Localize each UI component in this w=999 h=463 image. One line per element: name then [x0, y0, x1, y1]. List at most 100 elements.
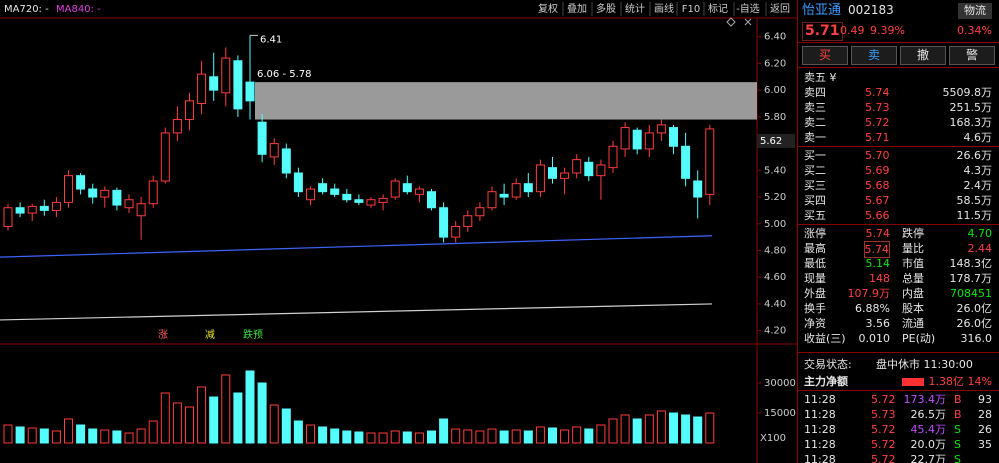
- volume-bar: [124, 432, 134, 444]
- candle-body: [414, 188, 424, 195]
- stat-value: 6.88%: [855, 302, 890, 315]
- stat-label: 总量: [902, 272, 924, 285]
- volume-bar: [511, 429, 521, 444]
- candle-body: [693, 180, 703, 198]
- candle-body: [64, 175, 73, 203]
- volume-bar: [644, 414, 654, 444]
- toolbar-button[interactable]: 多股: [596, 2, 616, 15]
- book-label: 卖五 ¥: [804, 71, 837, 84]
- indicator-label: MA720: -: [4, 4, 49, 15]
- book-volume: 5509.8万: [942, 86, 993, 99]
- book-label: 买三: [804, 179, 826, 192]
- trade-count: 93: [978, 393, 992, 406]
- volume-bar: [330, 428, 340, 444]
- stat-label: PE(动): [902, 332, 936, 345]
- stat-label: 现量: [804, 272, 826, 285]
- candle-body: [463, 215, 473, 227]
- ma-line: [0, 303, 713, 321]
- signal-label: 跌预: [243, 328, 263, 341]
- stat-value: 148: [869, 272, 890, 285]
- stat-value: 708451: [950, 287, 992, 300]
- high-label: 6.41: [260, 34, 282, 45]
- candle-body: [185, 100, 194, 121]
- separator: [798, 42, 999, 43]
- candle-body: [100, 189, 110, 198]
- net-pct: 14%: [967, 375, 992, 388]
- trade-side: S: [954, 438, 961, 451]
- candle-body: [402, 183, 412, 193]
- candle-body: [656, 124, 666, 134]
- volume-bar: [39, 428, 49, 444]
- book-price: 5.71: [865, 131, 890, 144]
- volume-bar: [366, 432, 376, 444]
- candle-body: [439, 207, 449, 238]
- toolbar-button[interactable]: 复权: [538, 2, 558, 15]
- candle-body: [342, 193, 352, 201]
- trade-time: 11:28: [804, 393, 836, 406]
- stat-label: 涨停: [804, 227, 826, 240]
- status-label: 交易状态:: [804, 358, 852, 371]
- trade-button[interactable]: 警: [949, 46, 995, 65]
- stat-value: 2.44: [967, 242, 993, 255]
- separator: [798, 390, 999, 391]
- volume-bar: [197, 386, 207, 444]
- separator: [798, 224, 999, 225]
- toolbar-button[interactable]: 标记: [708, 3, 728, 15]
- volume-bar: [112, 430, 122, 444]
- volume-bar: [584, 428, 594, 444]
- candle-body: [197, 73, 207, 105]
- book-volume: 26.6万: [956, 149, 993, 162]
- volume-bar: [475, 430, 485, 444]
- book-label: 买一: [804, 149, 826, 162]
- separator: [798, 146, 999, 147]
- candle-body: [451, 225, 461, 238]
- volume-bar: [100, 429, 110, 444]
- candle-body: [3, 207, 13, 227]
- book-volume: 251.5万: [949, 101, 993, 114]
- book-label: 卖三: [804, 101, 826, 114]
- range-label: 6.06 - 5.78: [257, 69, 312, 80]
- book-label: 买二: [804, 164, 826, 177]
- volume-bar: [257, 382, 267, 444]
- trade-price: 5.72: [871, 423, 896, 436]
- candle-body: [293, 172, 303, 193]
- stat-value: 316.0: [960, 332, 993, 345]
- volume-bar: [499, 430, 509, 444]
- toolbar-button[interactable]: -自选: [736, 2, 760, 15]
- trade-button[interactable]: 卖: [851, 46, 897, 65]
- kline-chart: MA720: - MA840: - 涨 减 跌预 X100 复权 叠加 多股 统计 画线…: [0, 2, 797, 463]
- candle-body: [76, 175, 86, 190]
- y-tick-label: 4.60: [764, 272, 786, 283]
- volume-bar: [656, 410, 666, 444]
- toolbar-button[interactable]: 叠加: [567, 3, 587, 15]
- volume-bar: [596, 424, 606, 444]
- range-box: [255, 82, 757, 120]
- volume-bar: [281, 408, 291, 444]
- book-price: 5.67: [865, 194, 890, 207]
- indicator-label: MA840: -: [56, 4, 101, 15]
- trade-button[interactable]: 撤: [900, 46, 946, 65]
- candle-body: [499, 193, 509, 198]
- stat-label: 最高: [804, 242, 826, 255]
- volume-bar: [233, 392, 243, 444]
- stat-label: 收益(三): [804, 332, 846, 345]
- trade-button[interactable]: 买: [802, 46, 848, 65]
- toolbar-button[interactable]: F10: [682, 4, 700, 15]
- toolbar-button[interactable]: 返回: [770, 3, 790, 15]
- book-volume: 4.3万: [963, 164, 993, 177]
- candle-body: [245, 81, 255, 102]
- candle-body: [681, 145, 691, 179]
- stat-value: 4.70: [967, 227, 993, 240]
- trade-count: 26: [978, 423, 992, 436]
- candle-body: [269, 143, 279, 158]
- trade-volume: 173.4万: [903, 393, 947, 406]
- candle-body: [669, 127, 678, 147]
- toolbar-button[interactable]: 统计: [625, 2, 645, 15]
- book-label: 买五: [804, 209, 826, 222]
- volume-bar: [148, 420, 158, 444]
- book-price: 5.72: [865, 116, 890, 129]
- volume-bar: [414, 432, 424, 444]
- trade-side: S: [954, 423, 961, 436]
- toolbar-button[interactable]: 画线: [654, 2, 674, 15]
